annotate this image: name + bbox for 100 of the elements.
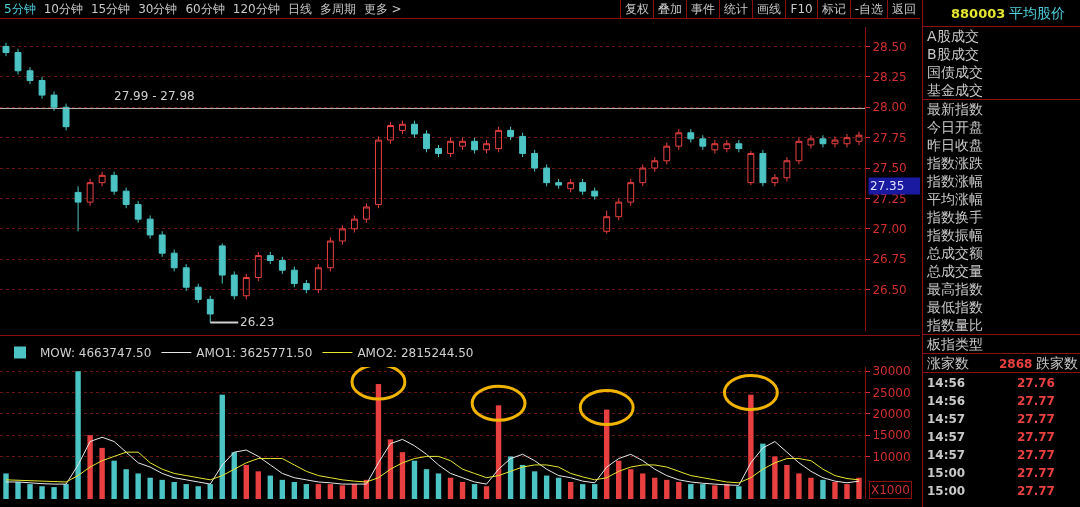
- candlestick: [423, 129, 430, 153]
- legend-label: AMO1: 3625771.50: [196, 346, 313, 361]
- candlestick: [218, 242, 226, 285]
- bar: [135, 473, 141, 499]
- bar: [471, 484, 478, 499]
- text: 27.77: [1017, 412, 1055, 426]
- candlestick: [50, 90, 58, 112]
- bar: [159, 479, 165, 499]
- candlestick: [483, 139, 491, 154]
- candlestick: [86, 178, 94, 207]
- bar: [195, 486, 201, 499]
- y-tick-label: 27.00: [872, 222, 907, 237]
- y-tick-label: 20000: [872, 407, 911, 422]
- text: 880003: [951, 6, 1006, 21]
- bar: [435, 473, 442, 499]
- text: 5分钟: [4, 0, 36, 18]
- candlestick: [771, 173, 779, 187]
- candlestick: [170, 249, 178, 272]
- ref-line-label: 27.99 - 27.98: [114, 89, 195, 103]
- bar: [700, 484, 706, 499]
- candlestick: [723, 139, 731, 153]
- text: 27.77: [1017, 394, 1055, 408]
- candlestick: [531, 149, 539, 173]
- text: 14:57: [927, 447, 967, 464]
- text: 画线: [752, 0, 786, 18]
- candlestick: [699, 134, 707, 151]
- bar: [736, 486, 742, 499]
- bar: [39, 486, 45, 499]
- y-tick-label: 15000: [872, 428, 911, 443]
- candlestick: [543, 163, 551, 187]
- bar: [15, 481, 21, 499]
- text: 30分钟: [138, 0, 178, 18]
- text: 指数涨跌: [927, 155, 983, 171]
- bar: [327, 484, 334, 499]
- candlestick: [158, 230, 166, 258]
- bar: [567, 481, 574, 499]
- text: 更多 >: [363, 0, 402, 18]
- text: 最新指数: [927, 101, 983, 117]
- legend-label: AMO2: 2815244.50: [357, 346, 474, 361]
- candlestick: [579, 178, 587, 196]
- text: 标记: [816, 0, 850, 18]
- candlestick: [411, 120, 418, 139]
- annotation: 26.23: [240, 315, 275, 329]
- candlestick: [759, 149, 767, 187]
- text: 昨日收盘: [927, 137, 983, 153]
- y-tick-label: 27.25: [872, 191, 907, 206]
- text: 返回: [887, 0, 920, 18]
- candlestick: [651, 156, 659, 173]
- text: X1000: [871, 483, 910, 497]
- bar: [796, 473, 802, 499]
- text: 27.77: [1017, 484, 1055, 498]
- candlestick: [459, 137, 466, 151]
- candlestick: [38, 76, 46, 100]
- text: 总成交量: [927, 263, 983, 279]
- text: 15分钟: [90, 0, 131, 18]
- candlestick: [819, 134, 827, 148]
- text: 27.76: [1017, 376, 1055, 390]
- text: 27.77: [1017, 430, 1055, 444]
- bar: [820, 479, 826, 499]
- bar: [555, 477, 562, 499]
- bar: [688, 484, 694, 499]
- candlestick: [639, 163, 647, 187]
- text: 15:00: [927, 465, 967, 482]
- bar: [255, 471, 261, 499]
- candlestick: [254, 251, 262, 282]
- bar: [664, 479, 670, 499]
- bar: [423, 469, 430, 499]
- text: F10: [785, 0, 817, 18]
- bar: [267, 475, 274, 499]
- text: 统计: [719, 0, 753, 18]
- bar: [748, 394, 754, 499]
- bar: [832, 481, 838, 499]
- bar: [75, 371, 81, 499]
- text: 多周期: [319, 0, 356, 18]
- candlestick: [2, 42, 10, 57]
- text: 60分钟: [185, 0, 225, 18]
- y-tick-label: 26.75: [872, 252, 907, 267]
- bar: [411, 460, 418, 499]
- text: 平均涨幅: [927, 191, 983, 207]
- y-tick-label: 26.50: [872, 282, 907, 297]
- bar: [51, 487, 57, 499]
- bar: [339, 485, 346, 499]
- text: 板指类型: [927, 336, 983, 352]
- candlestick: [435, 144, 442, 158]
- candlestick: [735, 139, 743, 153]
- candlestick: [795, 137, 803, 165]
- text: 14:56: [927, 393, 967, 410]
- bar: [291, 481, 298, 499]
- text: 基金成交: [927, 82, 983, 98]
- candlestick: [447, 137, 454, 158]
- candlestick: [855, 131, 863, 146]
- candlestick: [194, 283, 202, 304]
- candlestick: [74, 185, 82, 232]
- text: 14:56: [927, 375, 967, 392]
- candlestick: [338, 224, 346, 246]
- y-tick-label: 10000: [872, 449, 911, 464]
- candlestick: [134, 200, 142, 224]
- y-tick-label: 25000: [872, 385, 911, 400]
- y-tick-label: 28.50: [872, 39, 907, 54]
- candlestick: [807, 134, 815, 150]
